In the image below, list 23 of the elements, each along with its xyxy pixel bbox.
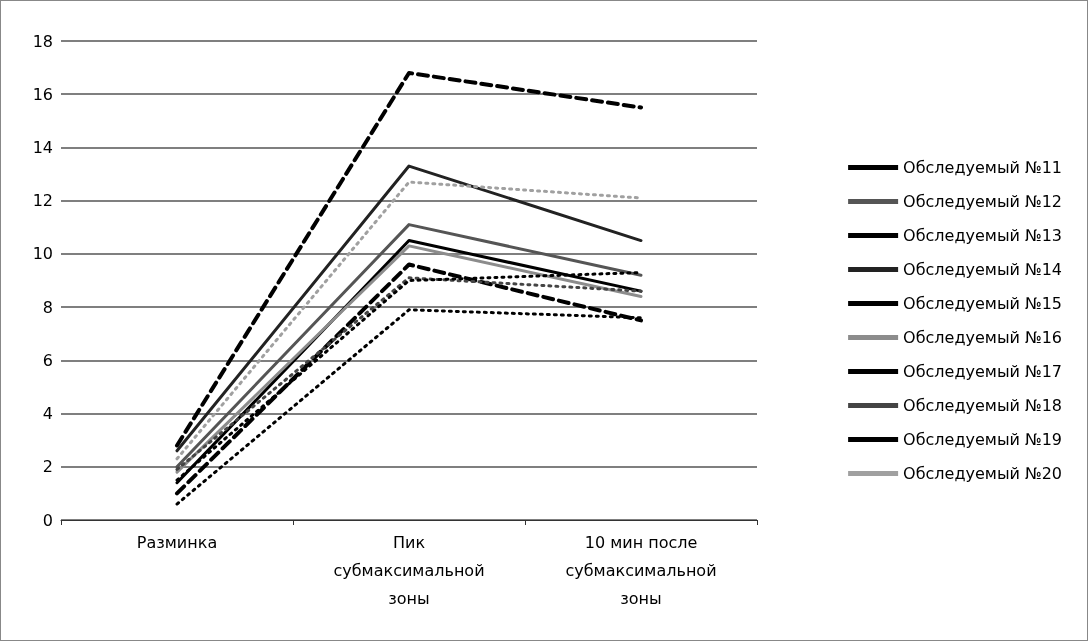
y-tick-label: 2 — [42, 457, 53, 477]
legend-label: Обследуемый №20 — [903, 464, 1062, 483]
legend-label: Обследуемый №19 — [903, 430, 1062, 449]
legend-label: Обследуемый №16 — [903, 328, 1062, 347]
x-tick-label: Разминка — [136, 532, 218, 552]
y-tick-label: 18 — [32, 31, 53, 51]
y-tick-label: 16 — [32, 84, 53, 104]
y-tick-label: 0 — [42, 510, 53, 530]
y-tick-label: 4 — [42, 404, 53, 424]
legend-label: Обследуемый №18 — [903, 396, 1062, 415]
y-tick-label: 6 — [42, 350, 53, 370]
x-tick-label: Пик субмаксимальной зоны — [333, 532, 485, 608]
legend-label: Обследуемый №14 — [903, 260, 1062, 279]
legend-label: Обследуемый №17 — [903, 362, 1062, 381]
y-tick-label: 8 — [42, 297, 53, 317]
x-tick-label: 10 мин после субмаксимальной зоны — [565, 532, 717, 608]
y-tick-label: 10 — [32, 244, 53, 264]
y-tick-label: 14 — [32, 137, 53, 157]
legend-label: Обследуемый №15 — [903, 294, 1062, 313]
y-tick-label: 12 — [32, 191, 53, 211]
legend-label: Обследуемый №12 — [903, 192, 1062, 211]
legend-label: Обследуемый №11 — [903, 158, 1062, 177]
legend-label: Обследуемый №13 — [903, 226, 1062, 245]
